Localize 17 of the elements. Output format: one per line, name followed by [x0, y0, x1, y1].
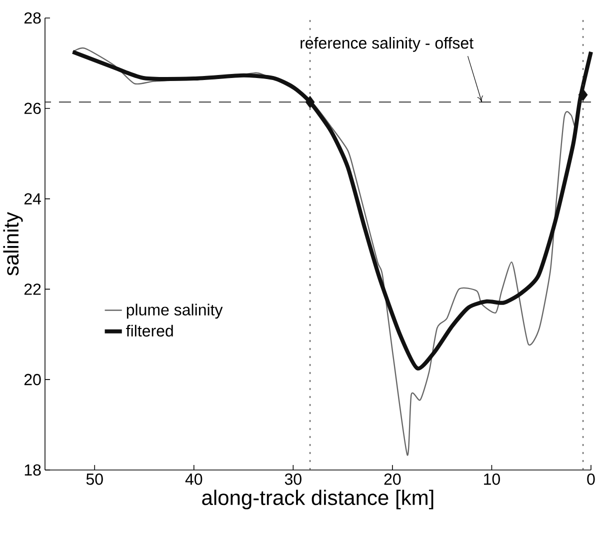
y-tick-label: 22 [24, 284, 41, 295]
y-tick-label: 18 [24, 464, 41, 476]
y-tick-label: 20 [24, 374, 41, 386]
x-tick-label: 0 [587, 474, 595, 485]
x-tick-label: 10 [484, 474, 500, 485]
legend-label: plume salinity [126, 304, 223, 319]
x-tick-label: 50 [86, 474, 103, 485]
annotation: reference salinity - offset [300, 36, 474, 52]
y-tick-label: 28 [24, 12, 41, 24]
x-axis-title: along-track distance [km] [202, 490, 434, 510]
x-tick-label: 30 [284, 474, 302, 485]
y-tick-label: 26 [24, 102, 41, 114]
x-tick-label: 20 [384, 474, 401, 485]
y-axis-title: salinity [3, 212, 23, 276]
y-tick-label: 24 [24, 193, 41, 204]
x-tick-label: 40 [185, 474, 202, 485]
legend-label: filtered [126, 324, 173, 337]
